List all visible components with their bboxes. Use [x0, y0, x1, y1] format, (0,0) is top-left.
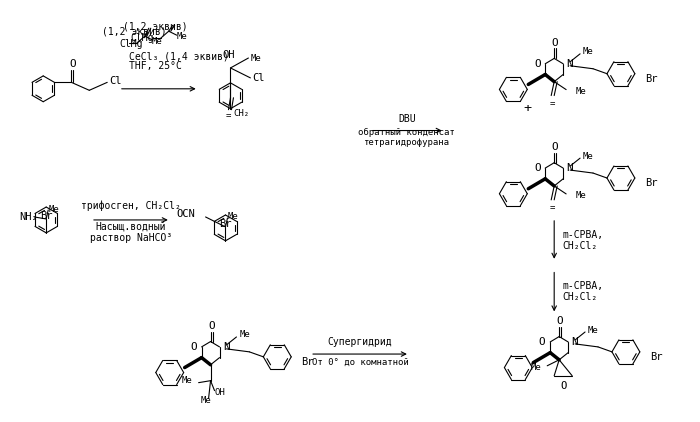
Text: OCN: OCN [177, 209, 195, 219]
Text: O: O [208, 321, 215, 331]
Text: OH: OH [214, 388, 225, 397]
Text: Br: Br [301, 357, 314, 367]
Text: N: N [223, 342, 230, 352]
Text: Me: Me [251, 54, 261, 62]
Text: Br: Br [40, 211, 52, 221]
Text: O: O [560, 381, 566, 391]
Text: Cl: Cl [253, 73, 265, 83]
Text: O: O [556, 316, 564, 326]
Text: Me: Me [588, 325, 598, 335]
Text: O: O [534, 163, 540, 173]
Text: O: O [534, 59, 540, 69]
Text: Me: Me [228, 212, 238, 222]
Text: N: N [567, 163, 573, 173]
Text: O: O [69, 60, 76, 70]
Text: Me: Me [152, 37, 162, 46]
Text: Br: Br [650, 352, 662, 362]
Text: THF, 25°C: THF, 25°C [129, 61, 182, 71]
Text: тетрагидрофурана: тетрагидрофурана [364, 138, 450, 147]
Text: =: = [226, 111, 231, 120]
Text: O: O [552, 142, 559, 152]
Text: Me: Me [583, 47, 594, 57]
Text: раствор NaHCO³: раствор NaHCO³ [90, 233, 172, 243]
Text: CH₂Cl₂: CH₂Cl₂ [562, 292, 597, 303]
Text: +: + [524, 102, 531, 115]
Text: m-CPBA,: m-CPBA, [562, 281, 603, 292]
Text: ClMg: ClMg [119, 39, 142, 49]
Text: O: O [552, 38, 559, 48]
Text: ClMg: ClMg [131, 33, 155, 43]
Text: Br: Br [645, 178, 657, 188]
Text: Br: Br [219, 219, 232, 229]
Text: Супергидрид: Супергидрид [328, 337, 392, 347]
Text: Br: Br [645, 74, 657, 84]
Text: NH₂: NH₂ [19, 212, 38, 222]
Text: DBU: DBU [398, 114, 416, 124]
Text: m-CPBA,: m-CPBA, [562, 230, 603, 240]
Text: Me: Me [182, 376, 192, 385]
Text: Me: Me [531, 363, 541, 372]
Text: O: O [539, 337, 545, 347]
Text: O: O [190, 342, 197, 352]
Text: (1,2 эквив): (1,2 эквив) [123, 21, 188, 31]
Text: OH: OH [222, 50, 235, 60]
Text: CH₂Cl₂: CH₂Cl₂ [562, 241, 597, 251]
Text: трифосген, CH₂Cl₂: трифосген, CH₂Cl₂ [81, 201, 181, 211]
Text: CeCl₃ (1,4 эквив): CeCl₃ (1,4 эквив) [129, 51, 229, 61]
Text: Me: Me [48, 205, 59, 214]
Text: =: = [550, 203, 555, 212]
Text: обратный конденсат: обратный конденсат [358, 128, 455, 137]
Text: (1,2 эквив): (1,2 эквив) [102, 26, 166, 36]
Text: =: = [550, 99, 555, 108]
Text: Me: Me [576, 192, 587, 200]
Text: Me: Me [576, 87, 587, 96]
Text: Me: Me [583, 151, 594, 161]
Text: Me: Me [239, 330, 250, 339]
Text: Me: Me [200, 396, 211, 405]
Text: Me: Me [176, 32, 188, 41]
Text: Cl: Cl [109, 76, 122, 87]
Text: CH₂: CH₂ [234, 109, 250, 118]
Text: От 0° до комнатной: От 0° до комнатной [312, 357, 408, 366]
Text: N: N [572, 337, 578, 347]
Text: Насыщ.водный: Насыщ.водный [96, 223, 166, 233]
Text: N: N [567, 59, 573, 69]
